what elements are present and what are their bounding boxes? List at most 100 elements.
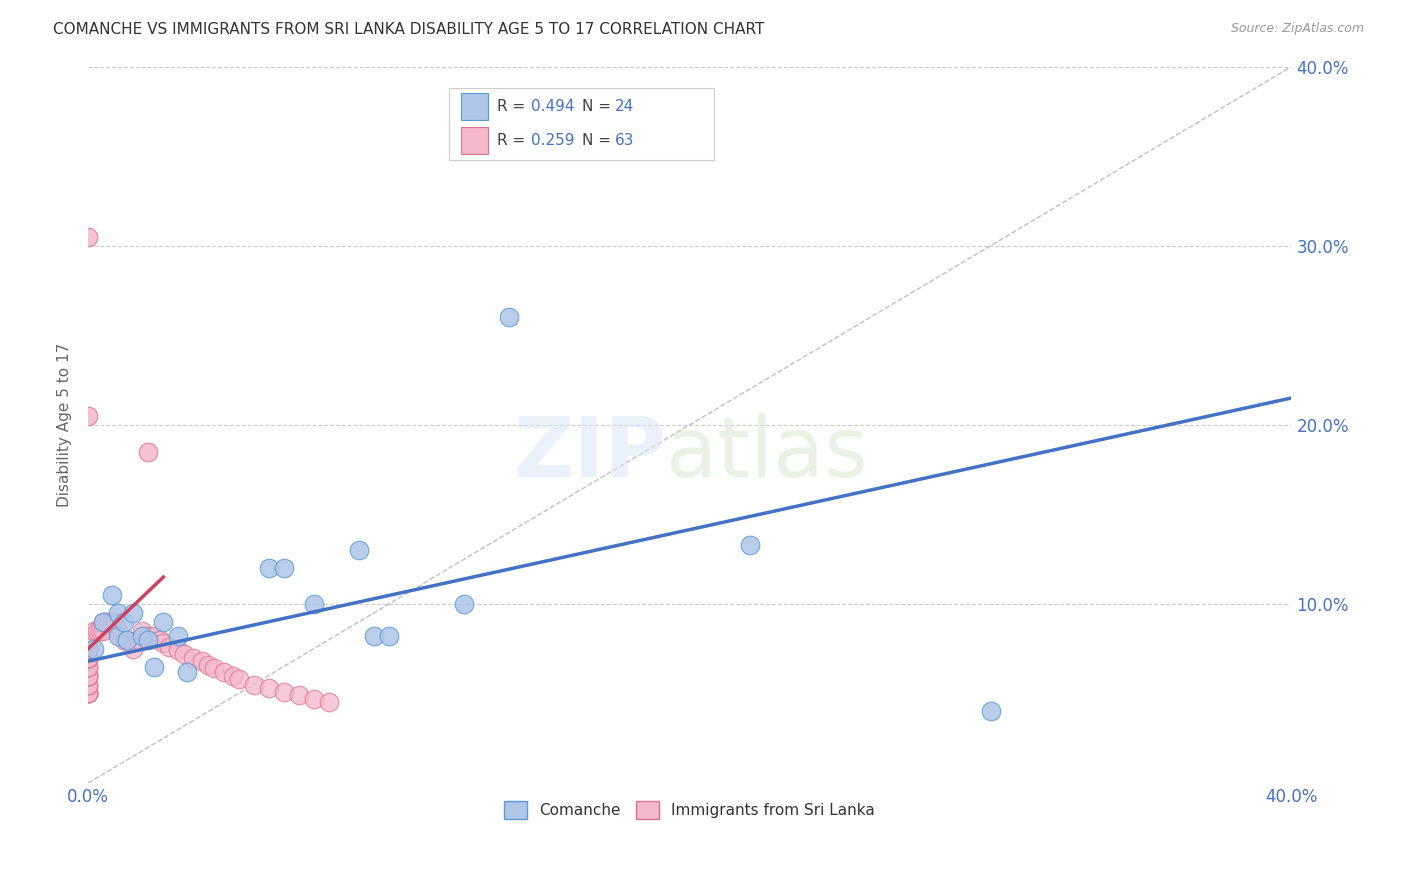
Point <box>302 597 325 611</box>
Point <box>98 615 121 629</box>
Text: R =: R = <box>498 133 530 148</box>
Point <box>738 538 761 552</box>
Point <box>101 588 124 602</box>
Point <box>173 647 195 661</box>
Point <box>77 641 100 656</box>
Point <box>77 641 100 656</box>
Point <box>257 561 280 575</box>
Point <box>318 695 340 709</box>
Point <box>176 665 198 679</box>
Point <box>221 668 243 682</box>
Point <box>453 597 475 611</box>
Point <box>77 229 100 244</box>
Point <box>212 665 235 679</box>
Point <box>77 659 100 673</box>
Point <box>287 688 309 702</box>
Point <box>77 668 100 682</box>
Bar <box>461 93 488 120</box>
Point <box>242 677 264 691</box>
Text: Source: ZipAtlas.com: Source: ZipAtlas.com <box>1230 22 1364 36</box>
Point <box>77 686 100 700</box>
Point <box>347 543 370 558</box>
Text: N =: N = <box>582 133 616 148</box>
Point <box>257 681 280 695</box>
Point <box>77 632 100 647</box>
Text: 0.259: 0.259 <box>531 133 575 148</box>
Point <box>77 641 100 656</box>
Point <box>77 677 100 691</box>
Point <box>83 641 105 656</box>
Point <box>167 643 190 657</box>
Point <box>77 641 100 656</box>
Point <box>77 677 100 691</box>
Point <box>77 686 100 700</box>
Point <box>128 632 150 647</box>
Text: COMANCHE VS IMMIGRANTS FROM SRI LANKA DISABILITY AGE 5 TO 17 CORRELATION CHART: COMANCHE VS IMMIGRANTS FROM SRI LANKA DI… <box>53 22 765 37</box>
Point <box>498 310 520 325</box>
Point <box>191 654 214 668</box>
Point <box>77 659 100 673</box>
Point <box>112 615 135 629</box>
Point <box>131 629 153 643</box>
Point <box>77 409 100 423</box>
Point <box>77 632 100 647</box>
Point <box>228 672 250 686</box>
Point <box>77 668 100 682</box>
Text: R =: R = <box>498 99 530 114</box>
Text: ZIP: ZIP <box>513 413 665 494</box>
Point <box>131 624 153 638</box>
Point <box>273 684 295 698</box>
Text: atlas: atlas <box>665 413 868 494</box>
Point <box>107 624 129 638</box>
Point <box>107 629 129 643</box>
Point <box>77 650 100 665</box>
Point <box>83 624 105 638</box>
Point <box>363 629 385 643</box>
Point <box>91 615 114 629</box>
Point <box>77 686 100 700</box>
Point <box>152 636 174 650</box>
Point <box>204 661 226 675</box>
Point <box>86 624 108 638</box>
Point <box>122 641 145 656</box>
Text: 63: 63 <box>616 133 634 148</box>
Point <box>77 632 100 647</box>
Point <box>77 632 100 647</box>
Point <box>117 632 139 647</box>
Point <box>149 632 172 647</box>
Point <box>157 640 180 654</box>
Point <box>89 624 111 638</box>
Point <box>980 705 1002 719</box>
Point <box>77 668 100 682</box>
Point <box>136 632 159 647</box>
Point <box>122 606 145 620</box>
Bar <box>461 127 488 154</box>
Point <box>378 629 401 643</box>
Point <box>91 624 114 638</box>
Point <box>77 686 100 700</box>
Point <box>107 606 129 620</box>
Text: N =: N = <box>582 99 616 114</box>
Point <box>117 632 139 647</box>
Point <box>183 650 205 665</box>
FancyBboxPatch shape <box>449 88 714 160</box>
Point <box>143 659 166 673</box>
Point <box>77 668 100 682</box>
Point <box>143 629 166 643</box>
Point <box>302 691 325 706</box>
Point <box>77 686 100 700</box>
Point <box>77 650 100 665</box>
Point <box>136 444 159 458</box>
Point <box>96 615 118 629</box>
Legend: Comanche, Immigrants from Sri Lanka: Comanche, Immigrants from Sri Lanka <box>498 795 882 826</box>
Point <box>77 659 100 673</box>
Point <box>152 615 174 629</box>
Point <box>91 615 114 629</box>
Point <box>77 650 100 665</box>
Point <box>101 615 124 629</box>
Point <box>104 615 127 629</box>
Point <box>77 650 100 665</box>
Point <box>167 629 190 643</box>
Text: 0.494: 0.494 <box>531 99 575 114</box>
Point <box>136 629 159 643</box>
